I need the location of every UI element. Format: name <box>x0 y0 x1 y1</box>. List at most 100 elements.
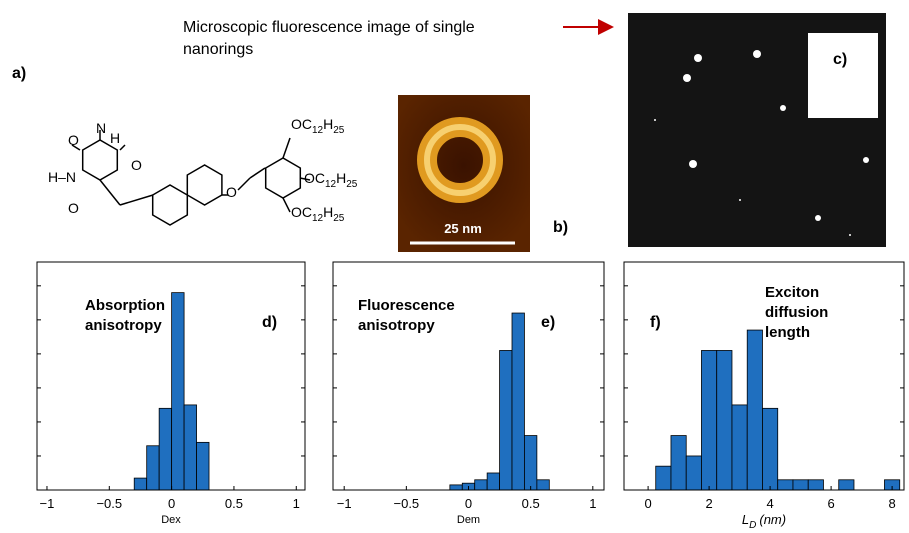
substituent-part: 25 <box>333 125 345 136</box>
atom-label: O <box>226 184 237 200</box>
spots <box>654 50 869 236</box>
bond <box>282 137 291 159</box>
annotation: Fluorescence <box>358 297 455 314</box>
axes-frame <box>623 261 905 491</box>
x-tick-label: −1 <box>40 496 55 511</box>
x-tick-label: 4 <box>766 496 773 511</box>
annotation: anisotropy <box>358 317 435 334</box>
x-tick-label: 0 <box>644 496 651 511</box>
bar <box>171 292 185 491</box>
bar <box>449 484 463 491</box>
atom-label: O <box>131 157 142 173</box>
bar <box>655 465 672 491</box>
x-tick-label: 8 <box>888 496 895 511</box>
annotation: length <box>765 324 810 341</box>
x-tick-label: 1 <box>293 496 300 511</box>
ring <box>151 184 189 226</box>
bar <box>511 312 525 491</box>
bar <box>474 479 488 491</box>
bond <box>282 197 291 213</box>
bar <box>792 479 809 491</box>
caption: nanorings <box>183 41 253 58</box>
annotation: diffusion <box>765 304 828 321</box>
x-tick-label: 6 <box>827 496 834 511</box>
substituent-part: OC <box>291 204 312 220</box>
bond <box>99 179 121 206</box>
substituent-part: H <box>323 204 333 220</box>
bar <box>133 477 148 491</box>
atom-label: O <box>68 132 79 148</box>
substituent: OC12H25 <box>291 116 345 136</box>
ring <box>186 164 223 206</box>
axes-frame <box>36 261 306 491</box>
bar <box>807 479 824 491</box>
nanoring <box>424 124 496 196</box>
x-tick-label: 0.5 <box>522 496 540 511</box>
molecule <box>71 130 311 226</box>
substituent-part: 12 <box>325 179 337 190</box>
substituent: OC12H25 <box>304 170 358 190</box>
ring <box>81 139 119 181</box>
bond <box>237 177 251 191</box>
bond <box>119 144 126 151</box>
x-tick-label: −0.5 <box>96 496 122 511</box>
ring <box>264 157 302 199</box>
substituent-part: 25 <box>333 213 345 224</box>
bond <box>249 167 266 179</box>
annotation: Absorption <box>85 297 165 314</box>
x-axis-label-unit: (nm) <box>759 512 786 527</box>
bar <box>838 479 855 491</box>
panel-label: a) <box>12 65 26 82</box>
x-tick-label: 0 <box>465 496 472 511</box>
atom-label: H <box>110 130 120 146</box>
bond <box>119 194 154 206</box>
x-tick-label: 0 <box>168 496 175 511</box>
x-axis-label-sub: D <box>749 520 756 531</box>
bar <box>146 445 160 491</box>
label-box <box>808 33 878 118</box>
bar <box>536 479 550 491</box>
bar <box>701 350 718 491</box>
bond <box>299 177 311 181</box>
x-axis-label-symbol: L <box>742 512 749 527</box>
x-axis-label: Dex <box>161 514 181 526</box>
substituent: OC12H25 <box>291 204 345 224</box>
panel-label: c) <box>833 51 847 68</box>
bar <box>746 329 763 491</box>
bar <box>183 404 197 491</box>
x-tick-label: 1 <box>589 496 596 511</box>
caption: Microscopic fluorescence image of single <box>183 19 475 36</box>
substituent-part: 12 <box>312 213 324 224</box>
annotation: anisotropy <box>85 317 162 334</box>
x-axis-label: LD (nm) <box>742 512 786 531</box>
x-tick-label: −1 <box>337 496 352 511</box>
panel-label: e) <box>541 314 555 331</box>
annotation: Exciton <box>765 284 819 301</box>
bar <box>762 407 779 491</box>
x-tick-label: −0.5 <box>394 496 420 511</box>
panel-label: d) <box>262 314 277 331</box>
bar <box>716 350 733 491</box>
substituent-part: OC <box>304 170 325 186</box>
bar <box>524 435 538 491</box>
bar <box>486 472 500 491</box>
bar <box>196 441 210 491</box>
bond <box>71 144 81 151</box>
bar <box>499 350 513 491</box>
atom-label: H–N <box>48 169 76 185</box>
substituent-part: H <box>336 170 346 186</box>
x-tick-label: 2 <box>705 496 712 511</box>
substituent-part: 25 <box>346 179 358 190</box>
bar <box>670 435 687 491</box>
atom-label: N <box>96 120 106 136</box>
bar <box>685 455 702 491</box>
bar <box>158 407 173 491</box>
scale-label: 25 nm <box>444 221 482 236</box>
substituent-part: OC <box>291 116 312 132</box>
bar <box>777 479 794 491</box>
panel-label: f) <box>650 314 661 331</box>
bar <box>731 404 748 491</box>
substituent-part: 12 <box>312 125 324 136</box>
panel-label: b) <box>553 219 568 236</box>
